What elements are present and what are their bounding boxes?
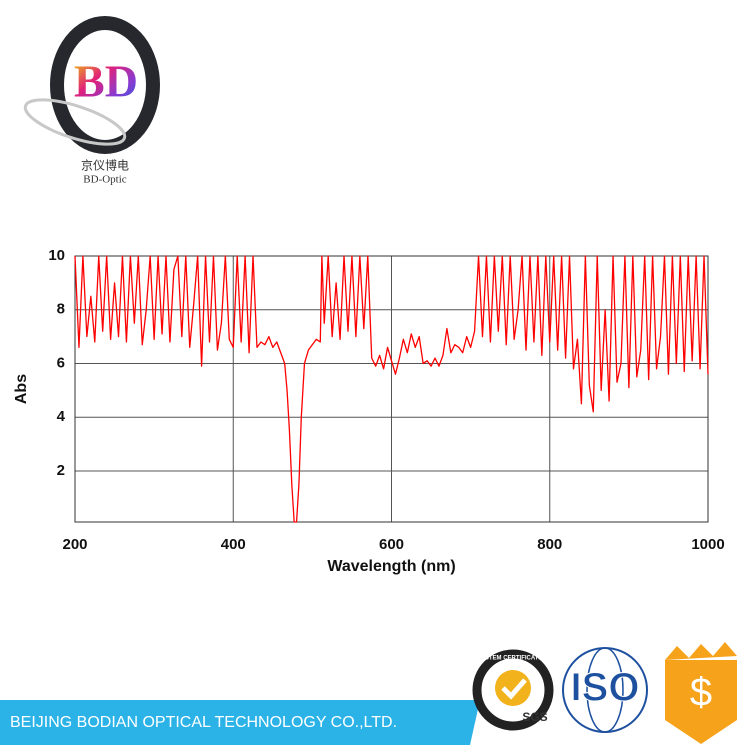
y-tick-label: 2	[57, 462, 65, 479]
chart: 2 4 6 8 10 200 400 600 800 1000 Wavelength (nm) Abs	[13, 247, 724, 575]
plot-frame	[74, 255, 709, 523]
footer-band	[0, 700, 480, 745]
logo-mark: BD	[74, 56, 138, 107]
x-axis-label: Wavelength (nm)	[327, 558, 455, 575]
sgs-text: SGS	[522, 710, 547, 724]
cert-ring	[472, 649, 554, 731]
money-sign: $	[690, 671, 712, 715]
y-tick-label: 6	[57, 354, 65, 371]
iso-text: ISO	[571, 666, 640, 710]
cert-check-bg	[495, 670, 531, 706]
logo: BD 京仪博电 BD-Optic	[23, 16, 160, 186]
x-tick-label: 600	[379, 536, 404, 553]
iso-globe-meridian	[586, 647, 624, 733]
x-tick-label: 200	[62, 536, 87, 553]
y-tick-label: 4	[57, 408, 66, 425]
shield-top	[665, 642, 737, 660]
y-axis-label: Abs	[13, 374, 30, 404]
logo-name: 京仪博电	[81, 158, 129, 173]
y-tick-label: 10	[48, 247, 65, 264]
logo-subname: BD-Optic	[83, 174, 127, 186]
logo-ring	[50, 16, 160, 154]
cert-ring-text: SYSTEM CERTIFICATION	[477, 656, 549, 662]
x-tick-label: 400	[221, 536, 246, 553]
data-line	[74, 255, 709, 523]
x-tick-label: 800	[537, 536, 562, 553]
shield	[665, 660, 737, 744]
y-tick-label: 8	[57, 301, 65, 318]
cert-check	[501, 678, 527, 700]
logo-orbit	[23, 98, 127, 146]
footer: BEIJING BODIAN OPTICAL TECHNOLOGY CO.,LT…	[0, 642, 737, 745]
company-name: BEIJING BODIAN OPTICAL TECHNOLOGY CO.,LT…	[10, 714, 397, 731]
x-tick-label: 1000	[691, 536, 724, 553]
